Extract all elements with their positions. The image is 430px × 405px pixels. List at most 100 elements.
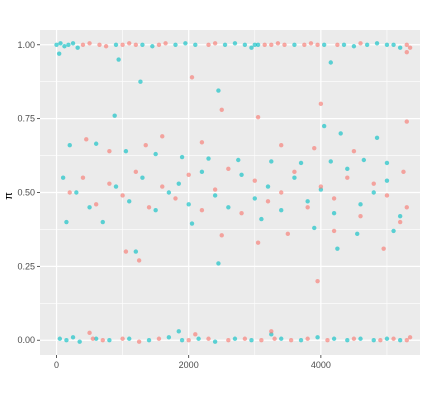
data-point [196,336,201,341]
data-point [335,246,340,251]
data-point [186,202,191,207]
data-point [364,42,370,47]
data-point [249,45,254,50]
data-point [97,42,102,47]
y-tick-label: 0.75 [17,114,35,124]
y-tick-label: 0.25 [17,261,35,271]
data-point [345,338,350,343]
data-point [153,208,158,213]
x-tick-label: 2000 [179,360,199,370]
data-point [255,240,261,245]
data-point [312,145,317,151]
data-point [80,175,86,180]
data-point [100,338,105,343]
data-point [87,205,92,210]
data-point [361,157,367,163]
data-point [93,202,99,207]
data-point [275,41,281,46]
data-point [279,208,284,213]
data-point [176,329,181,334]
data-point [212,41,218,46]
data-point [133,42,139,47]
data-point [401,169,406,175]
data-point [397,219,403,225]
data-point [358,336,363,341]
data-point [70,335,76,340]
axis-ticks [37,44,322,358]
data-point [269,159,274,164]
y-tick-label: 0.50 [17,188,35,198]
data-point [279,336,284,341]
data-point [378,338,383,343]
data-point [242,336,248,341]
data-point [318,101,324,107]
data-point [160,184,165,189]
data-point [255,42,261,47]
data-point [249,338,254,343]
data-point [232,41,238,46]
data-point [146,205,152,210]
data-point [87,41,92,46]
data-point [242,42,248,47]
data-point [66,42,71,47]
data-point [113,42,119,47]
data-point [272,336,277,341]
data-point [120,42,125,47]
data-point [107,338,112,343]
data-point [199,140,205,145]
data-point [62,44,67,49]
data-point [298,338,304,343]
data-point [189,221,195,226]
data-point [279,190,284,195]
data-point [127,336,132,341]
data-point [143,143,148,148]
data-point [328,60,333,65]
data-point [265,199,271,204]
x-tick-label: 4000 [311,360,331,370]
data-point [325,338,330,343]
data-point [298,160,304,166]
data-point [226,205,231,210]
data-point [391,228,396,234]
data-point [358,213,363,219]
data-point [173,196,178,201]
data-point [315,42,320,47]
data-point [305,199,310,204]
data-point [404,42,409,47]
data-points [54,41,413,344]
data-point [186,338,191,343]
data-point [127,199,132,204]
data-point [302,42,307,47]
data-point [133,169,139,175]
data-point [153,151,158,157]
data-point [74,190,79,195]
data-point [70,41,76,46]
data-point [305,205,310,210]
data-point [156,336,162,341]
data-point [67,190,72,195]
data-point [371,181,376,186]
data-point [381,246,386,251]
data-point [193,332,198,337]
data-point [384,193,390,198]
data-point [351,44,357,49]
data-point [166,335,172,340]
data-point [222,42,228,47]
data-point [292,42,297,47]
data-point [189,75,195,80]
y-tick-label: 0.00 [17,335,35,345]
data-point [374,135,380,141]
data-point [123,249,129,254]
data-point [252,196,257,201]
data-point [176,181,181,186]
data-point [56,51,62,56]
data-point [371,338,376,343]
data-point [236,157,241,163]
data-point [199,208,205,213]
data-point [212,339,218,344]
data-point [321,42,327,47]
data-point [212,187,218,192]
data-point [183,41,188,46]
data-point [219,107,224,112]
